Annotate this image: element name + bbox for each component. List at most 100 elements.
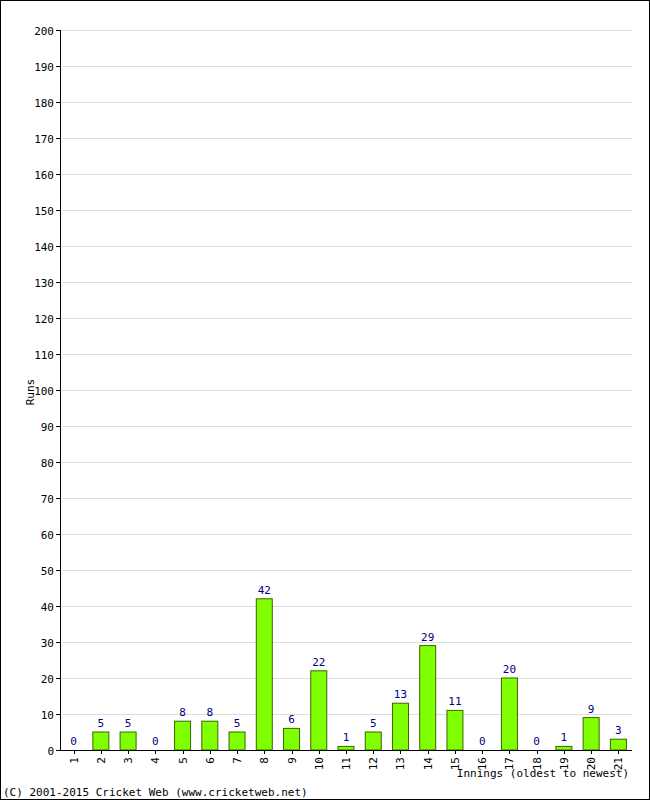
grid-line [60,390,632,391]
bar [583,718,599,750]
y-tick-label: 0 [47,745,54,758]
bar [256,599,272,750]
y-tick-label: 60 [41,529,54,542]
y-tick [56,354,60,355]
y-tick-label: 70 [41,493,54,506]
y-tick-label: 200 [34,25,54,38]
data-label: 1 [343,731,350,744]
x-tick-label: 7 [231,757,244,764]
grid-line [60,246,632,247]
y-tick-label: 30 [41,637,54,650]
y-tick-label: 140 [34,241,54,254]
grid-line [60,138,632,139]
grid-line [60,66,632,67]
grid-line [60,714,632,715]
grid-line [60,642,632,643]
x-tick-label: 12 [367,757,380,770]
x-tick [292,750,293,754]
y-tick [56,570,60,571]
data-label: 0 [152,735,159,748]
data-label: 0 [533,735,540,748]
bar [501,678,517,750]
x-tick-label: 6 [204,757,217,764]
y-tick [56,282,60,283]
y-grid [56,31,632,751]
bar [284,728,300,750]
y-tick [56,426,60,427]
grid-line [60,282,632,283]
bar [229,732,245,750]
x-tick [210,750,211,754]
x-tick [537,750,538,754]
y-tick [56,246,60,247]
y-tick [56,642,60,643]
footer: (C) 2001-2015 Cricket Web (www.cricketwe… [3,786,308,799]
data-label: 42 [258,584,271,597]
data-label: 6 [288,713,295,726]
bar [556,746,572,750]
y-tick [56,534,60,535]
y-tick [56,318,60,319]
y-tick-label: 160 [34,169,54,182]
x-tick [237,750,238,754]
y-tick [56,606,60,607]
x-tick [155,750,156,754]
grid-line [60,570,632,571]
bar [120,732,136,750]
y-axis [60,30,61,750]
data-label: 0 [70,735,77,748]
y-tick-label: 180 [34,97,54,110]
x-tick [618,750,619,754]
x-tick [183,750,184,754]
grid-line [60,102,632,103]
bar [365,732,381,750]
y-tick [56,498,60,499]
grid-line [60,678,632,679]
bar [338,746,354,750]
bar [610,739,626,750]
bars [93,599,627,750]
bar [202,721,218,750]
x-tick [346,750,347,754]
data-label: 0 [479,735,486,748]
data-label: 11 [448,695,461,708]
data-label: 1 [561,731,568,744]
border [1,1,650,800]
data-label: 5 [98,717,105,730]
y-tick [56,714,60,715]
x-axis-label: Innings (oldest to newest) [457,767,629,780]
x-tick [74,750,75,754]
x-tick [373,750,374,754]
grid-line [60,30,632,31]
x-tick [400,750,401,754]
y-tick [56,102,60,103]
x-tick-label: 9 [286,757,299,764]
bar [175,721,191,750]
x-tick-label: 2 [95,757,108,764]
bar [392,703,408,750]
bar [529,750,545,751]
x-tick-label: 3 [122,757,135,764]
y-tick [56,210,60,211]
y-tick-label: 80 [41,457,54,470]
grid-line [60,318,632,319]
chart-svg: 0102030405060708090100110120130140150160… [0,0,650,800]
bar [420,646,436,750]
data-label: 20 [503,663,516,676]
x-tick-label: 4 [149,757,162,764]
x-tick [428,750,429,754]
x-tick [455,750,456,754]
y-tick [56,30,60,31]
x-tick-label: 11 [340,757,353,770]
y-tick-label: 20 [41,673,54,686]
data-label: 3 [615,724,622,737]
x-tick-label: 14 [422,757,435,771]
data-label: 5 [370,717,377,730]
y-tick [56,678,60,679]
y-tick-label: 190 [34,61,54,74]
y-tick-label: 110 [34,349,54,362]
data-label: 29 [421,631,434,644]
grid-line [60,354,632,355]
x-tick-label: 10 [313,757,326,770]
grid-line [60,498,632,499]
